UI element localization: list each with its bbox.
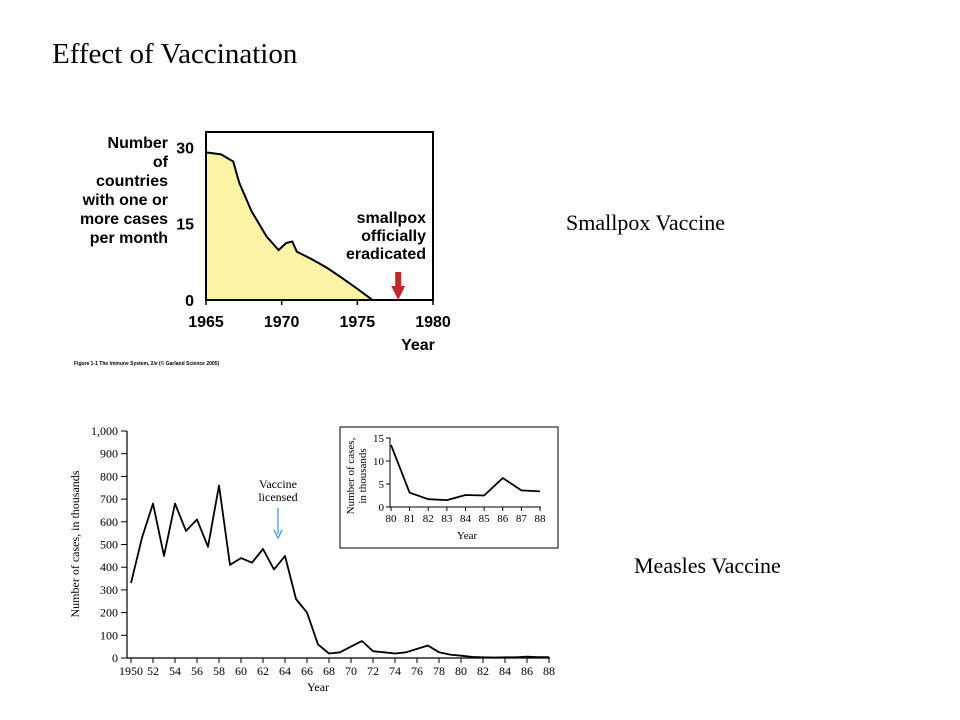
- measles-x-tick-label: 70: [345, 664, 357, 678]
- smallpox-series-line: [205, 151, 374, 301]
- smallpox-y-axis-label-line: countries: [96, 173, 168, 190]
- measles-inset-x-tick-label: 81: [404, 513, 415, 525]
- smallpox-figure-caption: Figure 1-1 The Immune System, 2/e (© Gar…: [74, 360, 219, 367]
- measles-y-tick-label: 800: [100, 469, 118, 483]
- measles-inset-x-tick-label: 86: [497, 513, 509, 525]
- smallpox-y-axis-label-line: with one or: [82, 192, 168, 209]
- measles-y-tick-label: 500: [100, 538, 118, 552]
- measles-x-tick-label: 86: [521, 664, 533, 678]
- measles-x-tick-label: 52: [147, 664, 159, 678]
- smallpox-annotation-line: officially: [361, 228, 426, 245]
- measles-vaccine-label: Measles Vaccine: [634, 553, 781, 578]
- measles-y-tick-label: 700: [100, 492, 118, 506]
- smallpox-arrow-shaft: [395, 272, 402, 287]
- measles-y-tick-label: 200: [100, 606, 118, 620]
- measles-inset-x-axis-label: Year: [457, 530, 478, 542]
- measles-x-tick-label: 54: [169, 664, 181, 678]
- measles-inset-x-tick-label: 87: [516, 513, 528, 525]
- smallpox-x-tick-label: 1975: [340, 314, 376, 331]
- measles-y-tick-label: 600: [100, 515, 118, 529]
- smallpox-y-tick-label: 30: [176, 140, 194, 157]
- measles-x-tick-label: 60: [235, 664, 247, 678]
- measles-y-tick-label: 1,000: [91, 424, 118, 438]
- measles-inset-x-tick-label: 82: [423, 513, 434, 525]
- measles-inset-frame: [339, 426, 559, 549]
- smallpox-x-tick-label: 1965: [188, 314, 224, 331]
- measles-annotation-arrow-head: [273, 529, 283, 540]
- smallpox-plot-frame: [205, 131, 434, 301]
- smallpox-area-fill: [206, 152, 373, 300]
- smallpox-y-axis-label-line: Number: [108, 135, 168, 152]
- measles-x-tick-label: 72: [367, 664, 379, 678]
- measles-x-tick-label: 64: [279, 664, 291, 678]
- smallpox-arrow-head: [391, 286, 406, 300]
- smallpox-vaccine-label: Smallpox Vaccine: [566, 210, 726, 235]
- measles-inset-y-axis-label-line: in thousands: [357, 448, 369, 503]
- measles-inset-x-tick-label: 85: [479, 513, 491, 525]
- smallpox-y-axis-label-line: of: [153, 154, 169, 171]
- measles-annotation-line: licensed: [258, 490, 297, 504]
- measles-x-tick-label: 76: [411, 664, 423, 678]
- measles-y-axis-label: Number of cases, in thousands: [68, 470, 82, 617]
- measles-x-tick-label: 84: [499, 664, 511, 678]
- measles-inset-x-tick-label: 88: [535, 513, 547, 525]
- measles-x-tick-label: 1950: [119, 664, 143, 678]
- smallpox-y-tick-label: 15: [176, 217, 194, 234]
- smallpox-x-axis-label: Year: [401, 337, 435, 354]
- smallpox-annotation-line: smallpox: [357, 210, 426, 227]
- measles-x-axis-label: Year: [307, 680, 329, 694]
- measles-y-tick-label: 400: [100, 560, 118, 574]
- measles-x-tick-label: 66: [301, 664, 313, 678]
- slide-title: Effect of Vaccination: [52, 38, 298, 70]
- measles-x-tick-label: 56: [191, 664, 203, 678]
- measles-series-line: [130, 484, 549, 659]
- measles-y-tick-label: 900: [100, 447, 118, 461]
- measles-y-tick-label: 300: [100, 583, 118, 597]
- measles-inset-series-line: [390, 444, 541, 501]
- smallpox-x-tick-label: 1980: [415, 314, 451, 331]
- measles-x-tick-label: 88: [543, 664, 555, 678]
- smallpox-y-axis-label-line: more cases: [80, 211, 168, 228]
- smallpox-y-axis-label-line: per month: [90, 230, 168, 247]
- measles-x-tick-label: 82: [477, 664, 489, 678]
- measles-inset-x-tick-label: 84: [460, 513, 472, 525]
- measles-inset-y-tick-label: 0: [379, 502, 385, 514]
- measles-annotation-line: Vaccine: [259, 477, 297, 491]
- measles-y-tick-label: 100: [100, 628, 118, 642]
- measles-x-tick-label: 68: [323, 664, 335, 678]
- measles-inset-x-tick-label: 83: [441, 513, 453, 525]
- measles-inset-x-tick-label: 80: [386, 513, 398, 525]
- smallpox-x-tick-label: 1970: [264, 314, 300, 331]
- smallpox-annotation-line: eradicated: [346, 246, 426, 263]
- measles-x-tick-label: 78: [433, 664, 445, 678]
- measles-y-tick-label: 0: [112, 651, 118, 665]
- measles-x-tick-label: 62: [257, 664, 269, 678]
- measles-x-tick-label: 74: [389, 664, 401, 678]
- measles-inset-y-axis-label-line: Number of cases,: [345, 437, 357, 514]
- measles-inset-y-tick-label: 10: [373, 456, 385, 468]
- measles-inset-y-tick-label: 15: [373, 433, 385, 445]
- measles-inset-y-tick-label: 5: [379, 479, 385, 491]
- measles-x-tick-label: 80: [455, 664, 467, 678]
- smallpox-y-tick-label: 0: [185, 293, 194, 310]
- measles-x-tick-label: 58: [213, 664, 225, 678]
